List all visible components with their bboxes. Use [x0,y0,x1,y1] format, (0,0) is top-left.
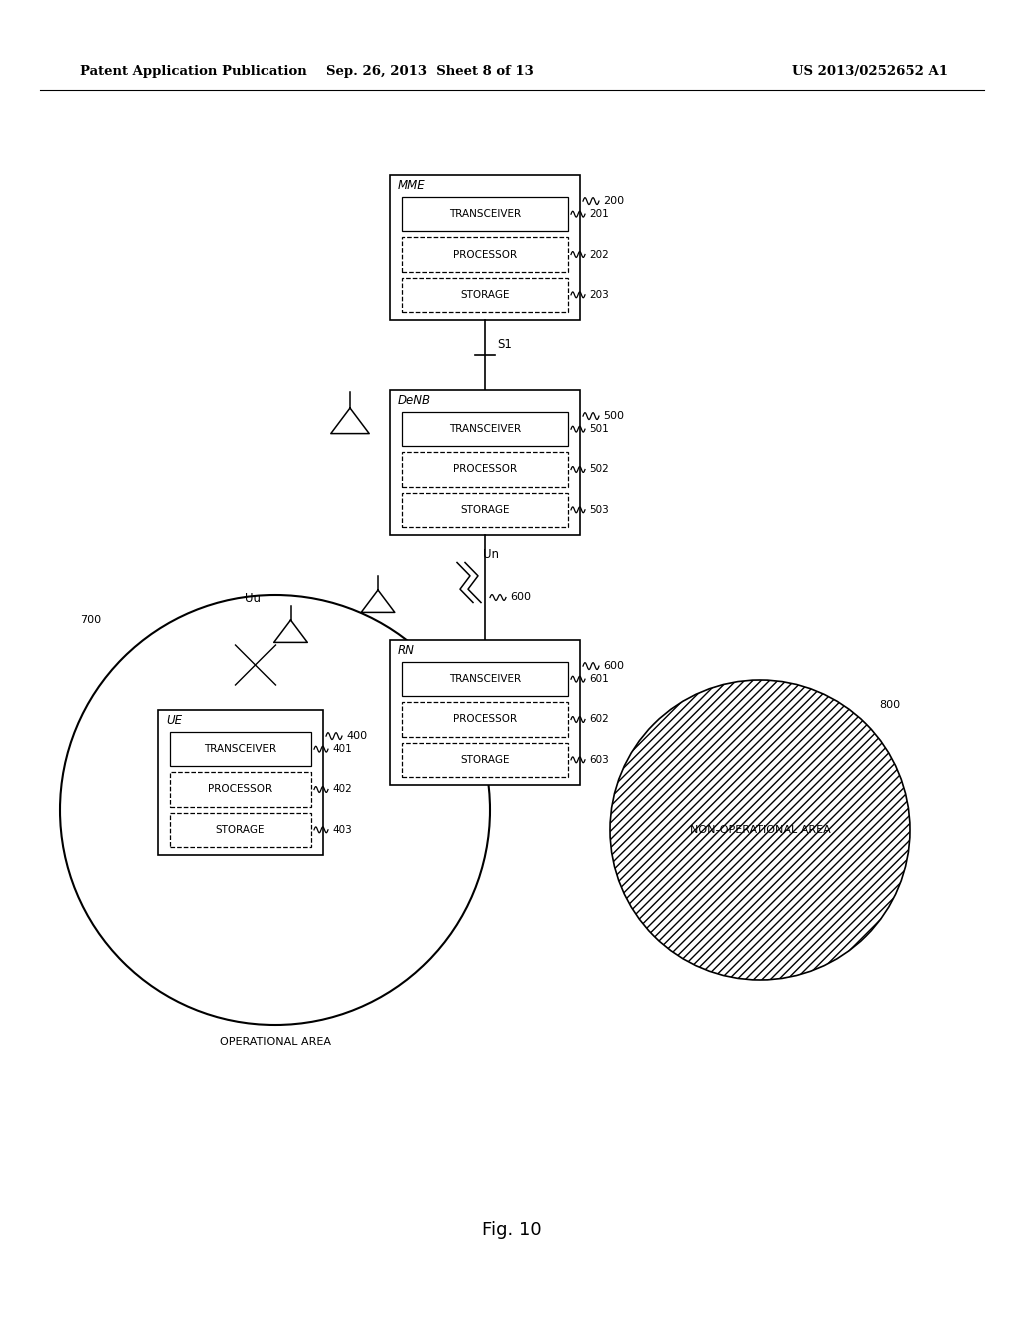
Text: TRANSCEIVER: TRANSCEIVER [449,209,521,219]
Text: 502: 502 [589,465,608,474]
Text: 201: 201 [589,209,608,219]
Text: US 2013/0252652 A1: US 2013/0252652 A1 [792,66,948,78]
Text: 602: 602 [589,714,608,725]
Text: 202: 202 [589,249,608,260]
Text: PROCESSOR: PROCESSOR [209,784,272,795]
Text: 600: 600 [603,661,624,671]
Text: 600: 600 [510,593,531,602]
Text: TRANSCEIVER: TRANSCEIVER [205,744,276,754]
Text: MME: MME [398,180,426,191]
Text: 800: 800 [879,700,900,710]
Bar [402,453,568,487]
Text: NON-OPERATIONAL AREA: NON-OPERATIONAL AREA [689,825,830,836]
Text: UE: UE [166,714,182,727]
Text: STORAGE: STORAGE [460,504,510,515]
Text: Un: Un [483,548,499,561]
Text: TRANSCEIVER: TRANSCEIVER [449,424,521,434]
Bar [402,492,568,527]
Text: OPERATIONAL AREA: OPERATIONAL AREA [219,1038,331,1047]
Text: Sep. 26, 2013  Sheet 8 of 13: Sep. 26, 2013 Sheet 8 of 13 [326,66,534,78]
Text: Patent Application Publication: Patent Application Publication [80,66,307,78]
Bar [170,733,311,767]
Text: 200: 200 [603,197,624,206]
Text: 601: 601 [589,675,608,684]
Bar [402,412,568,446]
Text: 603: 603 [589,755,608,764]
Bar [402,197,568,231]
Bar [170,772,311,807]
Bar [390,389,580,535]
Text: Fig. 10: Fig. 10 [482,1221,542,1239]
Text: 402: 402 [332,784,352,795]
Bar [170,813,311,847]
Text: PROCESSOR: PROCESSOR [453,249,517,260]
Text: RN: RN [398,644,415,657]
Bar [402,277,568,312]
Text: STORAGE: STORAGE [460,290,510,300]
Text: PROCESSOR: PROCESSOR [453,465,517,474]
Bar [402,702,568,737]
Text: 403: 403 [332,825,352,834]
Text: Uu: Uu [246,591,261,605]
Text: PROCESSOR: PROCESSOR [453,714,517,725]
Bar [402,238,568,272]
Circle shape [610,680,910,979]
Text: 400: 400 [346,731,368,741]
Text: 700: 700 [80,615,101,624]
Text: 501: 501 [589,424,608,434]
Text: 401: 401 [332,744,352,754]
Text: DeNB: DeNB [398,393,431,407]
Text: TRANSCEIVER: TRANSCEIVER [449,675,521,684]
Text: 203: 203 [589,290,608,300]
Bar [390,640,580,785]
Bar [390,176,580,319]
Bar [402,743,568,777]
Text: S1: S1 [497,338,512,351]
Text: STORAGE: STORAGE [216,825,265,834]
Bar [158,710,323,855]
Text: STORAGE: STORAGE [460,755,510,764]
Text: 503: 503 [589,504,608,515]
Bar [402,663,568,697]
Text: 500: 500 [603,411,624,421]
